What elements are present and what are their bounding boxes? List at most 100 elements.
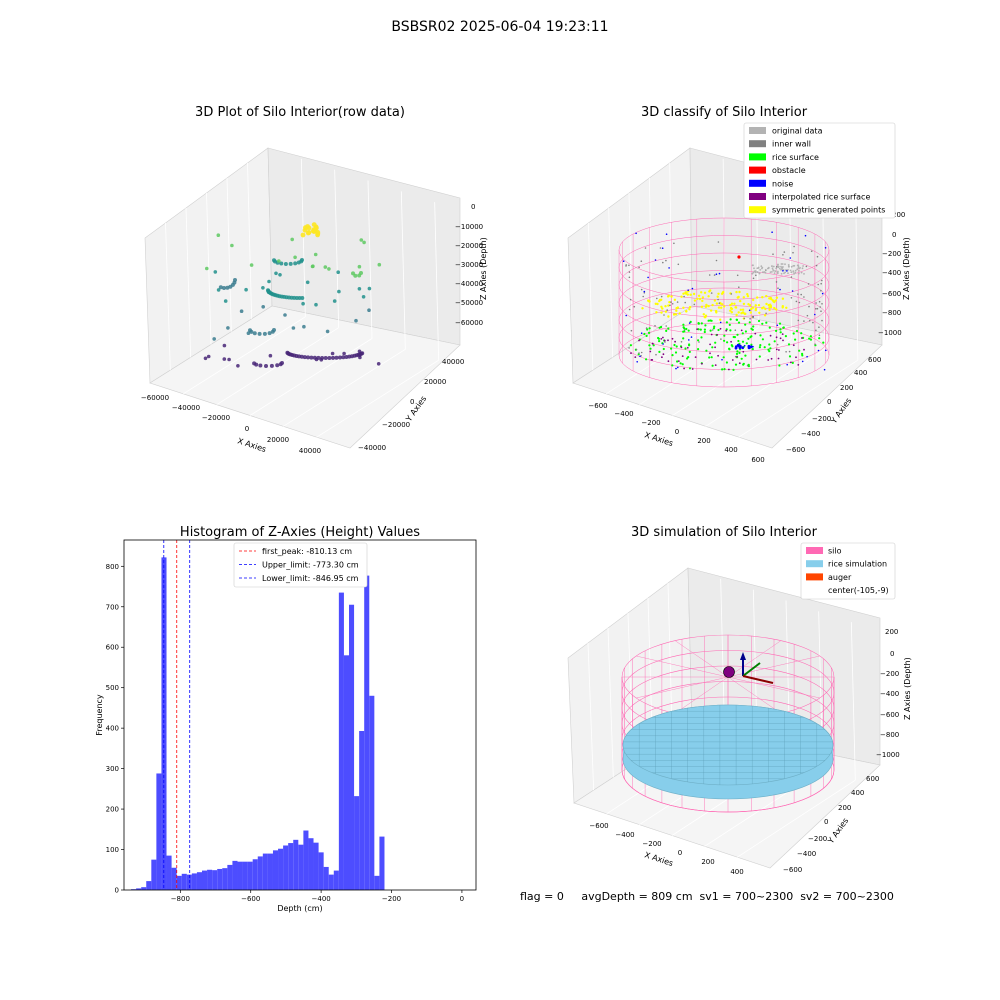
rice-surface-point [710, 356, 713, 359]
original-data-point [772, 269, 774, 271]
inner-wall-point [666, 309, 668, 311]
histogram-x-label: Depth (cm) [277, 904, 322, 913]
raw-scatter-points [203, 222, 382, 368]
gridline [672, 338, 792, 416]
classify-y-tick: −600 [786, 446, 805, 454]
original-data-point [787, 272, 789, 275]
symmetric-point [678, 312, 681, 315]
interpolated-point [767, 359, 770, 361]
histogram-bar [191, 873, 197, 890]
original-data-point [756, 271, 759, 273]
legend-label: original data [772, 127, 823, 136]
inner-wall-point [807, 283, 810, 285]
classify-y-tick: 600 [868, 356, 881, 364]
rice-surface-point [798, 349, 801, 352]
original-data-point [771, 267, 774, 270]
rice-surface-point [761, 338, 765, 341]
symmetric-point [775, 308, 778, 311]
symmetric-point [658, 299, 661, 303]
raw-z-tick: 0 [471, 203, 475, 211]
inner-wall-point [743, 317, 746, 320]
legend-swatch [749, 179, 766, 187]
symmetric-point [707, 295, 710, 298]
scatter-point [342, 351, 346, 356]
interpolated-point [730, 340, 732, 343]
simulation-y-tick: −200 [808, 835, 827, 843]
original-data-point [766, 267, 769, 270]
symmetric-point [670, 295, 673, 298]
inner-wall-point [790, 297, 793, 299]
symmetric-point [765, 302, 768, 306]
legend-label: silo [828, 547, 842, 556]
symmetric-point [668, 301, 671, 304]
interpolated-point [714, 364, 717, 366]
symmetric-point [748, 304, 751, 307]
original-data-point [789, 269, 792, 272]
legend-label: inner wall [772, 140, 811, 149]
inner-wall-point [734, 329, 737, 332]
scatter-point [222, 343, 227, 348]
scatter-point [222, 286, 226, 290]
rice-surface-point [735, 352, 739, 355]
symmetric-point [730, 311, 733, 314]
rice-surface-top [622, 704, 834, 786]
rice-surface-point [747, 337, 750, 340]
noise-point [823, 368, 826, 371]
inner-wall-point [670, 301, 672, 303]
rice-surface-point [782, 326, 785, 329]
symmetric-point [768, 297, 771, 300]
inner-wall-point [698, 341, 700, 343]
histogram-bars [131, 557, 385, 890]
rice-surface-point [734, 363, 738, 366]
symmetric-point [719, 318, 722, 321]
symmetric-point [703, 291, 707, 294]
silo-roof-line [636, 676, 729, 699]
rice-surface-point [700, 336, 703, 339]
inner-wall-point [772, 253, 774, 255]
noise-point [786, 270, 788, 272]
legend-label: obstacle [772, 166, 806, 175]
interpolated-point [755, 358, 758, 361]
symmetric-point [715, 302, 719, 305]
histogram-bar [141, 887, 147, 890]
original-data-point [771, 265, 773, 267]
gridline [283, 348, 406, 427]
rice-surface-point [752, 325, 755, 328]
scatter-point [203, 356, 208, 361]
inner-wall-point [817, 283, 819, 286]
simulation-y-tick: −600 [783, 866, 802, 874]
scatter-point [285, 350, 290, 355]
inner-wall-point [683, 295, 685, 298]
inner-wall-point [736, 274, 739, 277]
symmetric-point [685, 310, 688, 313]
silo-roof-line [727, 676, 820, 699]
symmetric-point [701, 296, 705, 299]
original-data-point [751, 272, 754, 275]
scatter-point [222, 357, 227, 361]
histogram-x-ticks: −800 −600 −400 −200 0 [171, 890, 464, 903]
rice-surface-point [646, 328, 649, 331]
inner-wall-point [815, 329, 817, 332]
noise-point [821, 292, 824, 295]
gridline [587, 642, 595, 791]
rice-surface-point [768, 350, 771, 353]
original-data-point [799, 267, 801, 269]
histogram-bar [293, 839, 299, 890]
original-data-point [760, 265, 763, 268]
simulation-x-label: X Axies [643, 850, 674, 868]
y-tick-label: 600 [106, 644, 119, 652]
classify-z-tick: −1000 [878, 329, 902, 337]
rice-surface-point [671, 354, 674, 357]
gridline [367, 180, 373, 339]
raw-z-label: Z Axies (Depth) [479, 237, 488, 300]
rice-surface-point [788, 355, 792, 358]
interpolated-point [671, 337, 674, 340]
scatter-point [262, 331, 267, 336]
original-data-point [800, 271, 803, 274]
interpolated-point [680, 346, 683, 349]
raw-x-tick: −40000 [172, 404, 200, 412]
inner-wall-point [730, 293, 733, 295]
rice-surface-point [649, 347, 652, 350]
histogram-bar [364, 575, 370, 890]
noise-point [635, 232, 637, 235]
